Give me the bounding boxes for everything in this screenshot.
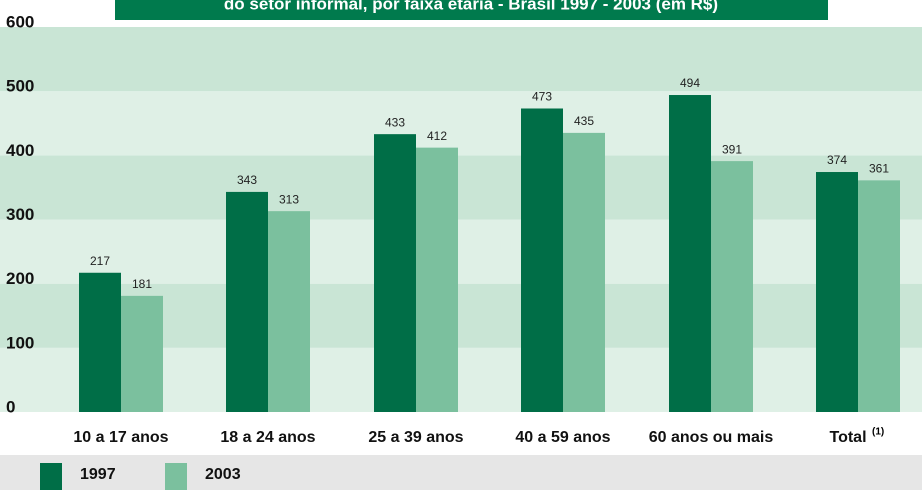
x-tick-label: Total bbox=[829, 429, 866, 446]
x-tick-label: 40 a 59 anos bbox=[515, 429, 610, 446]
legend-strip bbox=[0, 455, 922, 490]
bar bbox=[521, 108, 563, 412]
grid-band bbox=[0, 91, 922, 156]
footnote-mark: (1) bbox=[872, 427, 884, 438]
value-label: 494 bbox=[680, 76, 700, 90]
x-tick-label: 18 a 24 anos bbox=[220, 429, 315, 446]
bar bbox=[669, 95, 711, 413]
bar bbox=[711, 161, 753, 412]
y-tick-label: 600 bbox=[6, 12, 34, 31]
y-tick-label: 400 bbox=[6, 141, 34, 160]
value-label: 313 bbox=[279, 192, 299, 206]
value-label: 412 bbox=[427, 129, 447, 143]
x-tick-label: 10 a 17 anos bbox=[73, 429, 168, 446]
bar bbox=[816, 172, 858, 412]
legend-label: 1997 bbox=[80, 466, 116, 483]
value-label: 391 bbox=[722, 142, 742, 156]
y-tick-label: 100 bbox=[6, 333, 34, 352]
bar bbox=[268, 211, 310, 412]
value-label: 433 bbox=[385, 115, 405, 129]
x-tick-label: 25 a 39 anos bbox=[368, 429, 463, 446]
bar bbox=[121, 295, 163, 412]
value-label: 217 bbox=[90, 254, 110, 268]
legend-swatch bbox=[165, 463, 187, 490]
value-label: 473 bbox=[532, 90, 552, 104]
value-label: 374 bbox=[827, 153, 847, 167]
value-label: 435 bbox=[574, 114, 594, 128]
value-label: 181 bbox=[132, 277, 152, 291]
legend-label: 2003 bbox=[205, 466, 241, 483]
chart-title: do setor informal, por faixa etária - Br… bbox=[224, 0, 718, 13]
grid-band bbox=[0, 155, 922, 220]
bar bbox=[79, 272, 121, 412]
y-tick-label: 200 bbox=[6, 269, 34, 288]
grid-band bbox=[0, 219, 922, 284]
y-tick-label: 500 bbox=[6, 77, 34, 96]
grid-band bbox=[0, 27, 922, 92]
bar bbox=[416, 147, 458, 412]
y-tick-label: 0 bbox=[6, 397, 15, 416]
y-tick-label: 300 bbox=[6, 205, 34, 224]
value-label: 343 bbox=[237, 173, 257, 187]
bar bbox=[374, 134, 416, 413]
bar bbox=[563, 132, 605, 412]
legend-swatch bbox=[40, 463, 62, 490]
bar bbox=[858, 180, 900, 412]
bar bbox=[226, 191, 268, 412]
title-banner bbox=[115, 0, 828, 20]
x-tick-label: 60 anos ou mais bbox=[649, 429, 774, 446]
value-label: 361 bbox=[869, 162, 889, 176]
